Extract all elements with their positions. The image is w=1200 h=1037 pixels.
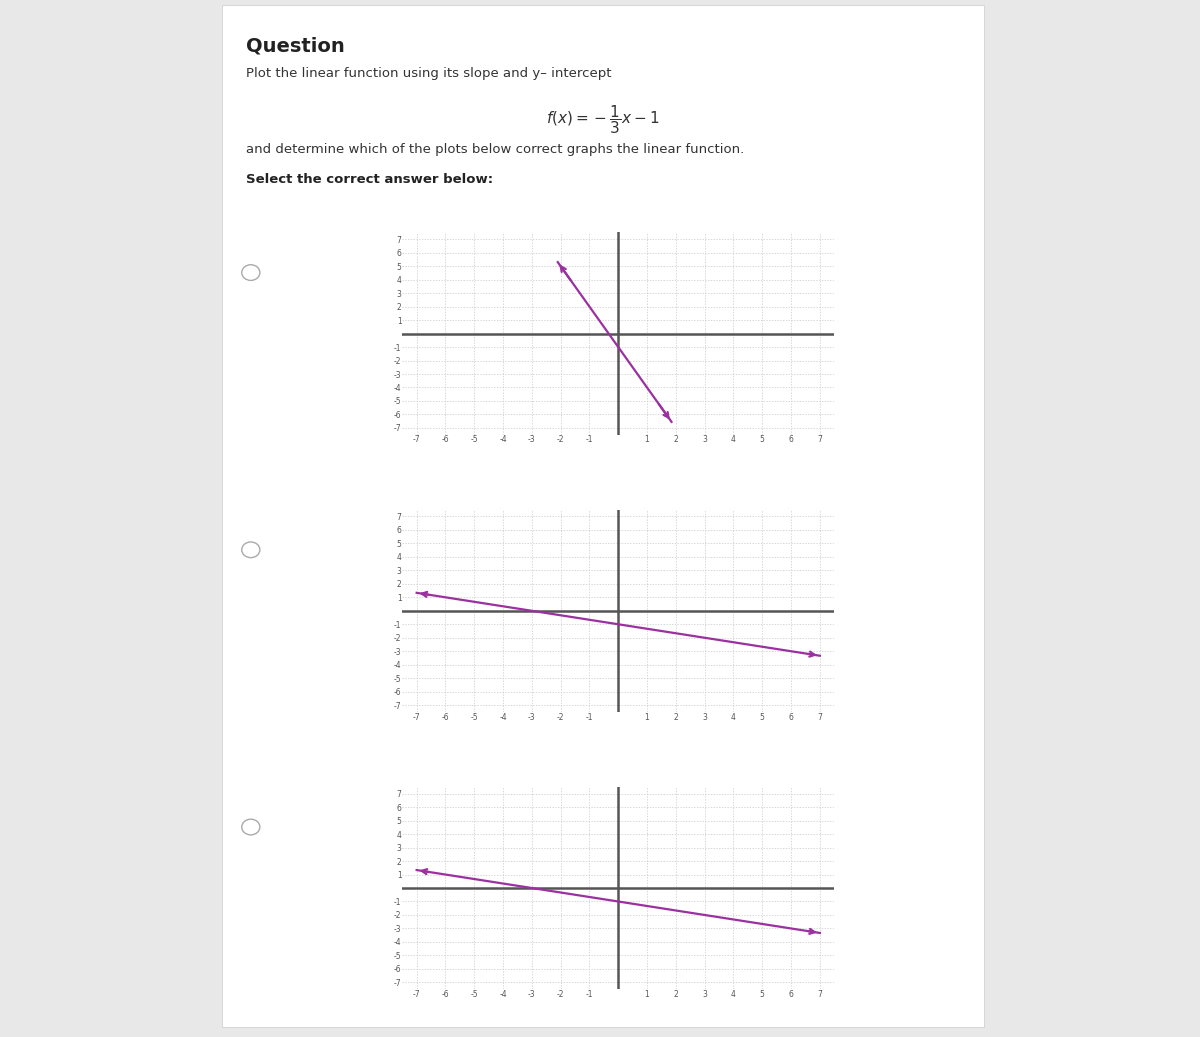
Text: Plot the linear function using its slope and y– intercept: Plot the linear function using its slope… [246,67,612,81]
Text: $f(x) = -\dfrac{1}{3}x - 1$: $f(x) = -\dfrac{1}{3}x - 1$ [546,104,660,137]
Text: and determine which of the plots below correct graphs the linear function.: and determine which of the plots below c… [246,143,744,157]
Text: Question: Question [246,36,344,55]
Text: Select the correct answer below:: Select the correct answer below: [246,173,493,187]
